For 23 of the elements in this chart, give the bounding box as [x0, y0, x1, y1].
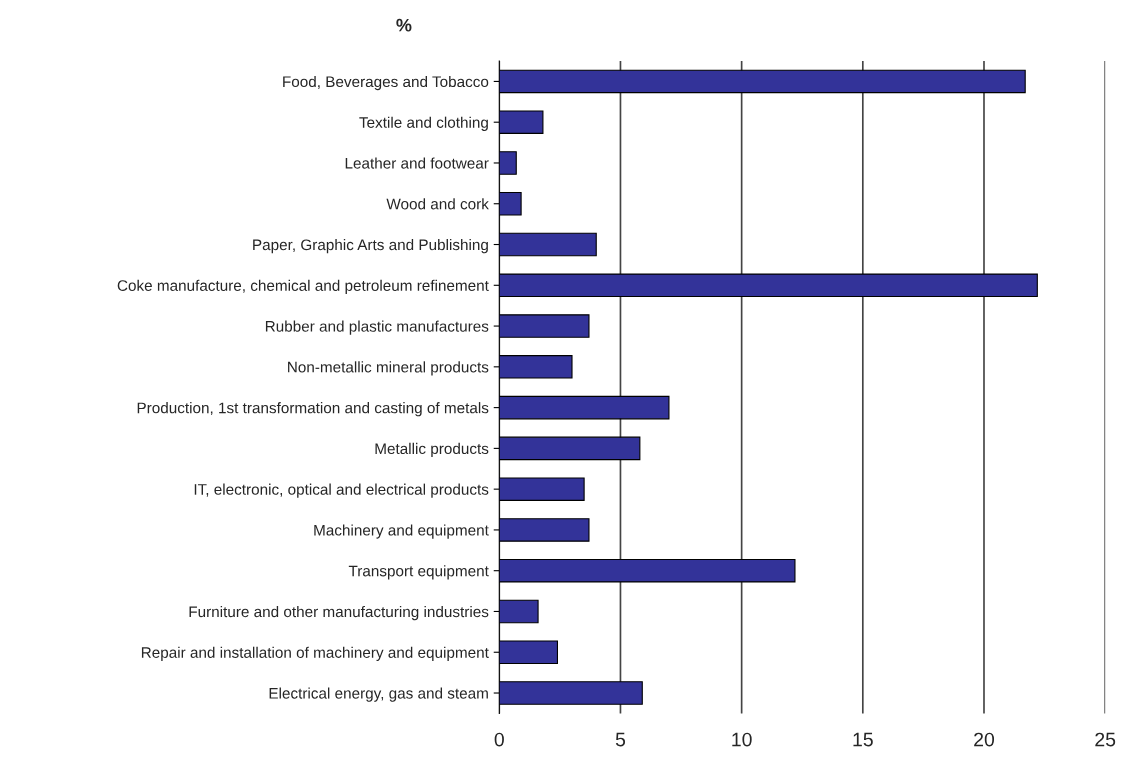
y-tick-label: Production, 1st transformation and casting of metals	[137, 402, 489, 417]
x-tick-label: 20	[974, 732, 995, 747]
x-tick-label: 10	[732, 732, 752, 747]
chart-title: %	[396, 18, 412, 32]
y-tick-label: Wood and cork	[386, 198, 489, 210]
y-tick-label: Repair and installation of machinery and equipment	[141, 646, 489, 661]
y-tick-label: Electrical energy, gas and steam	[269, 687, 488, 702]
x-tick-label: 25	[1095, 732, 1116, 747]
y-tick-label: Paper, Graphic Arts and Publishing	[253, 238, 488, 254]
y-tick-label: Furniture and other manufacturing industries	[189, 605, 489, 621]
y-tick-label: Rubber and plastic manufactures	[265, 320, 489, 335]
x-tick-label: 0	[494, 732, 504, 747]
y-tick-label: Non-metallic mineral products	[288, 361, 489, 376]
y-tick-label: Leather and footwear	[345, 157, 489, 169]
y-tick-label: IT, electronic, optical and electrical products	[194, 483, 489, 498]
y-tick-label: Metallic products	[375, 442, 489, 458]
y-tick-label: Coke manufacture, chemical and petroleum refinement	[117, 279, 489, 294]
y-tick-label: Transport equipment	[348, 565, 489, 580]
y-tick-label: Food, Beverages and Tobacco	[283, 75, 489, 91]
y-tick-label: Machinery and equipment	[314, 524, 489, 539]
y-tick-label: Textile and clothing	[359, 116, 488, 131]
x-tick-label: 15	[853, 732, 873, 747]
x-tick-label: 5	[615, 732, 626, 747]
